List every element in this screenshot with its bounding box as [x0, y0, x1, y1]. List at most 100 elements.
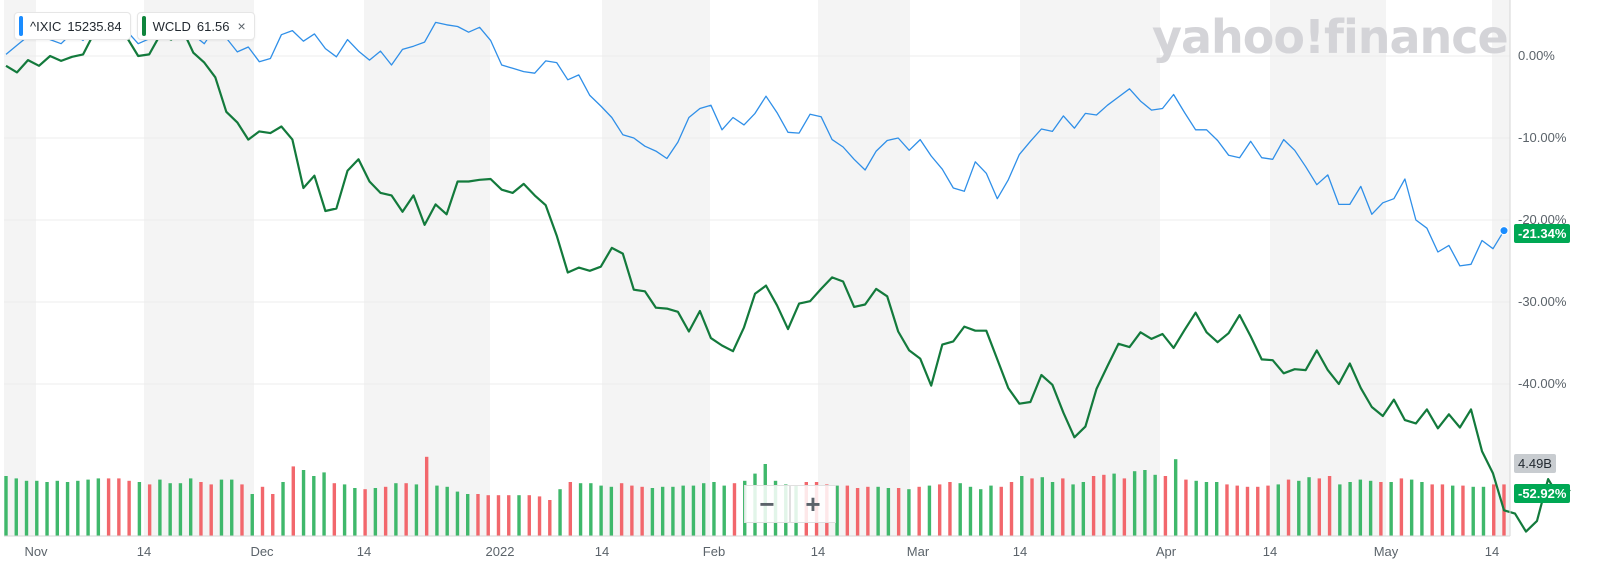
volume-bar-down — [1399, 478, 1404, 536]
volume-bar-down — [291, 466, 295, 536]
volume-bar-down — [917, 486, 921, 536]
ixic-color-swatch — [19, 16, 23, 36]
volume-bar-down — [568, 482, 573, 536]
volume-bar-down — [240, 484, 244, 536]
volume-bar-down — [866, 486, 870, 536]
volume-bar-up — [219, 479, 224, 536]
volume-bar-up — [1297, 480, 1301, 536]
volume-bar-down — [1461, 485, 1465, 536]
volume-bar-up — [558, 489, 562, 536]
volume-bar-up — [301, 470, 306, 536]
volume-bar-up — [4, 476, 8, 536]
x-tick-label: 14 — [357, 544, 371, 559]
volume-bar-down — [1492, 484, 1496, 536]
zoom-controls: − + — [744, 485, 836, 523]
volume-bar-up — [958, 483, 962, 536]
volume-bar-down — [1009, 482, 1014, 536]
x-tick-label: 2022 — [486, 544, 515, 559]
volume-bar-up — [1358, 479, 1363, 536]
alternating-month-bands — [4, 0, 1510, 536]
volume-bar-up — [927, 485, 932, 536]
volume-bar-up — [65, 482, 70, 536]
volume-bar-up — [86, 479, 90, 536]
volume-bar-down — [1286, 479, 1291, 536]
x-tick-label: Feb — [703, 544, 725, 559]
volume-bar-up — [178, 483, 183, 536]
month-band — [1020, 0, 1160, 536]
volume-bar-up — [1204, 482, 1209, 536]
zoom-in-button[interactable]: + — [790, 485, 836, 523]
volume-bar-up — [414, 484, 419, 536]
volume-bar-down — [937, 484, 942, 536]
volume-bar-up — [45, 482, 49, 536]
volume-bar-up — [250, 494, 254, 536]
volume-bar-up — [1173, 459, 1178, 536]
volume-bar-down — [147, 484, 152, 536]
legend-item-wcld[interactable]: WCLD 61.56 × — [136, 12, 255, 40]
volume-bar-up — [188, 478, 193, 536]
month-band — [818, 0, 910, 536]
volume-bar-down — [363, 489, 367, 536]
volume-bar-up — [989, 485, 993, 536]
volume-bar-up — [609, 486, 614, 536]
volume-bar-down — [527, 495, 531, 536]
volume-bar-up — [342, 484, 347, 536]
volume-bar-down — [1266, 485, 1270, 536]
volume-bar-down — [1184, 479, 1188, 536]
volume-bar-down — [1061, 478, 1065, 536]
volume-bar-up — [1307, 477, 1311, 536]
close-icon[interactable]: × — [237, 18, 246, 34]
volume-bar-down — [1379, 482, 1383, 536]
volume-bar-up — [589, 483, 593, 536]
volume-bar-down — [948, 482, 952, 536]
zoom-out-button[interactable]: − — [744, 485, 790, 523]
volume-bar-up — [599, 485, 603, 536]
volume-bar-up — [876, 486, 880, 536]
volume-bar-up — [712, 482, 716, 536]
volume-bar-up — [722, 485, 726, 536]
volume-bar-down — [127, 480, 131, 536]
month-band — [364, 0, 490, 536]
y-tick-label: -20.00% — [1518, 212, 1567, 227]
x-tick-label: Mar — [907, 544, 930, 559]
volume-bar-up — [373, 488, 378, 536]
volume-bar-down — [1256, 486, 1260, 536]
volume-bar-down — [1440, 484, 1445, 536]
volume-last-value-tag: 4.49B — [1514, 454, 1556, 473]
y-axis: 0.00% -10.00% -20.00% -30.00% -40.00% — [1509, 0, 1567, 536]
y-tick-label: -40.00% — [1518, 376, 1567, 391]
volume-bar-down — [896, 488, 901, 536]
series-line-ixic — [5, 19, 1505, 267]
volume-bar-up — [168, 483, 172, 536]
volume-bar-up — [1420, 482, 1424, 536]
volume-bar-up — [1153, 474, 1157, 536]
volume-bar-up — [1143, 470, 1147, 536]
volume-bar-up — [230, 479, 234, 536]
wcld-last-value-tag: -52.92% — [1514, 484, 1571, 503]
volume-bar-down — [209, 484, 213, 536]
x-tick-label: May — [1374, 544, 1399, 559]
volume-bar-up — [158, 479, 162, 536]
volume-bar-up — [681, 485, 685, 536]
volume-bar-down — [271, 494, 275, 536]
x-tick-label: 14 — [1263, 544, 1277, 559]
volume-bar-up — [322, 472, 326, 536]
volume-bar-down — [1317, 478, 1322, 536]
volume-bar-up — [24, 480, 29, 536]
legend-item-ixic[interactable]: ^IXIC 15235.84 — [14, 12, 131, 40]
volume-bar-up — [312, 476, 316, 536]
volume-bar-up — [1348, 482, 1352, 536]
volume-bar-up — [1481, 486, 1486, 536]
volume-bar-up — [979, 489, 983, 536]
volume-bar-up — [1040, 477, 1044, 536]
volume-bar-up — [886, 488, 891, 536]
legend-wcld-symbol: WCLD — [152, 18, 191, 34]
x-axis: Nov 14 Dec 14 2022 14 Feb 14 Mar 14 Apr 14 May 14 — [4, 535, 1510, 559]
volume-bar-down — [1102, 474, 1106, 536]
legend: ^IXIC 15235.84 WCLD 61.56 × — [14, 12, 255, 40]
volume-bar-up — [1276, 484, 1280, 536]
volume-bar-down — [548, 500, 552, 536]
yahoo-finance-watermark: yahoo!finance — [1152, 10, 1509, 64]
volume-bar-up — [281, 482, 285, 536]
